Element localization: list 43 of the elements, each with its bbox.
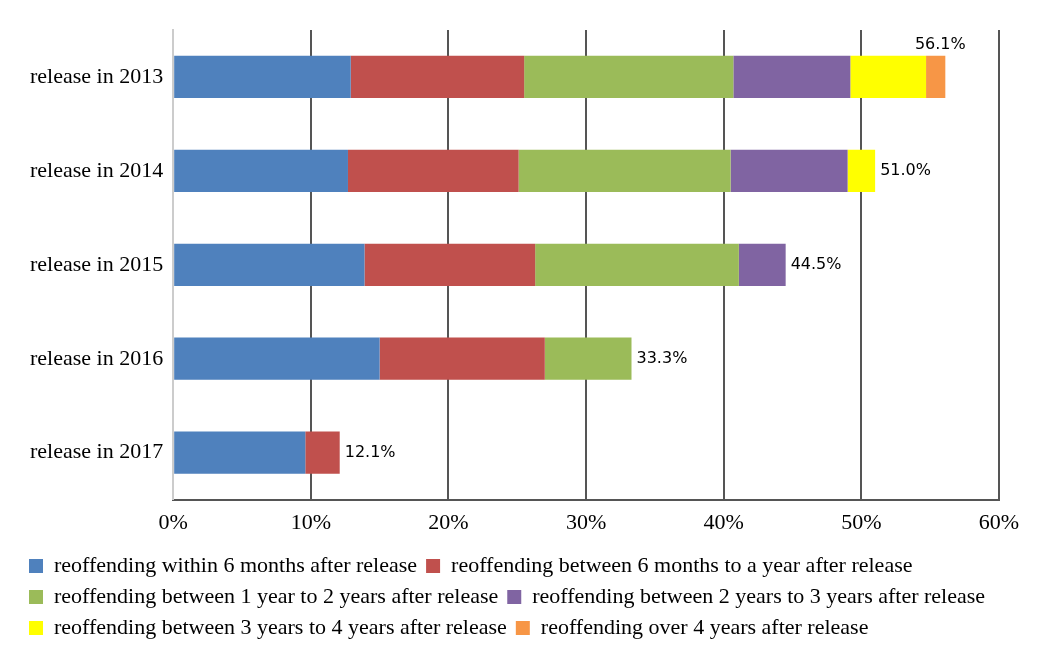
bar [174,149,348,193]
bar [174,55,351,99]
bar [535,243,739,286]
legend-label: reoffending over 4 years after release [540,613,869,639]
bar [174,243,365,286]
total-label: 51.0% [880,160,931,180]
bar [926,55,946,99]
bar [738,243,786,286]
x-tick-label: 60% [978,508,1020,534]
y-tick-label: release in 2016 [30,344,164,370]
bar [518,149,731,193]
total-label: 12.1% [344,441,396,461]
x-tick-label: 50% [841,508,882,534]
bar [174,337,380,380]
bar [379,337,545,380]
y-tick-label: release in 2015 [30,250,164,276]
x-tick-label: 40% [703,508,744,534]
legend-label: reoffending between 2 years to 3 years after release [532,582,986,608]
legend-label: reoffending between 3 years to 4 years after release [54,613,507,639]
x-tick-label: 30% [565,508,607,534]
x-tick-label: 10% [290,508,331,534]
total-label: 56.1% [914,34,966,54]
bar [364,243,536,286]
total-label: 44.5% [790,253,842,273]
legend-label: reoffending between 6 months to a year after release [451,551,913,577]
y-tick-label: release in 2013 [30,62,164,88]
bar [350,55,525,99]
bar [544,337,632,380]
bar [847,149,876,193]
total-label: 33.3% [636,347,688,367]
bar [347,149,519,193]
x-tick-label: 20% [428,508,469,534]
legend-label: reoffending within 6 months after release [54,551,418,577]
y-tick-label: release in 2017 [30,438,164,464]
bar [305,431,340,474]
bar [174,431,306,474]
legend-label: reoffending between 1 year to 2 years after release [54,582,499,608]
bar [733,55,851,99]
bar [850,55,927,99]
bar [730,149,848,193]
x-tick-label: 0% [158,508,188,534]
bar [524,55,734,99]
y-tick-label: release in 2014 [30,156,164,182]
